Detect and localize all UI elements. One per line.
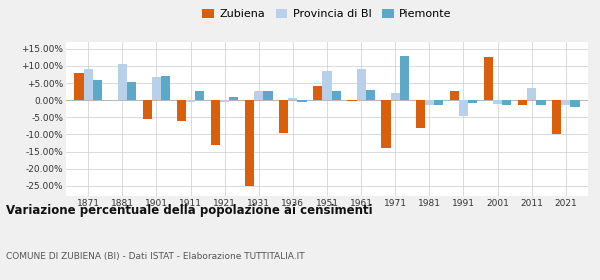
- Bar: [118, 64, 127, 100]
- Bar: [279, 100, 288, 133]
- Bar: [83, 69, 93, 100]
- Bar: [313, 87, 322, 100]
- Text: COMUNE DI ZUBIENA (BI) - Dati ISTAT - Elaborazione TUTTITALIA.IT: COMUNE DI ZUBIENA (BI) - Dati ISTAT - El…: [6, 252, 305, 261]
- Bar: [127, 82, 136, 100]
- Bar: [484, 57, 493, 100]
- Bar: [552, 100, 561, 134]
- Bar: [161, 76, 170, 100]
- Bar: [229, 97, 238, 100]
- Bar: [211, 100, 220, 145]
- Bar: [382, 100, 391, 148]
- Bar: [195, 91, 205, 100]
- Bar: [459, 100, 468, 116]
- Bar: [186, 100, 195, 102]
- Bar: [571, 100, 580, 107]
- Bar: [425, 100, 434, 105]
- Bar: [449, 91, 459, 100]
- Bar: [502, 100, 511, 105]
- Bar: [468, 100, 477, 103]
- Text: Variazione percentuale della popolazione ai censimenti: Variazione percentuale della popolazione…: [6, 204, 373, 217]
- Bar: [177, 100, 186, 121]
- Bar: [298, 100, 307, 102]
- Bar: [332, 91, 341, 100]
- Bar: [518, 100, 527, 105]
- Bar: [400, 56, 409, 100]
- Bar: [391, 93, 400, 100]
- Bar: [254, 91, 263, 100]
- Bar: [561, 100, 571, 105]
- Bar: [434, 100, 443, 105]
- Bar: [263, 91, 272, 100]
- Bar: [416, 100, 425, 128]
- Bar: [366, 90, 375, 100]
- Bar: [536, 100, 545, 105]
- Bar: [347, 100, 356, 101]
- Bar: [220, 100, 229, 102]
- Bar: [527, 88, 536, 100]
- Bar: [245, 100, 254, 186]
- Bar: [93, 80, 102, 100]
- Bar: [152, 77, 161, 100]
- Legend: Zubiena, Provincia di BI, Piemonte: Zubiena, Provincia di BI, Piemonte: [198, 4, 456, 24]
- Bar: [493, 100, 502, 104]
- Bar: [143, 100, 152, 119]
- Bar: [322, 71, 332, 100]
- Bar: [356, 69, 366, 100]
- Bar: [288, 98, 298, 100]
- Bar: [74, 73, 83, 100]
